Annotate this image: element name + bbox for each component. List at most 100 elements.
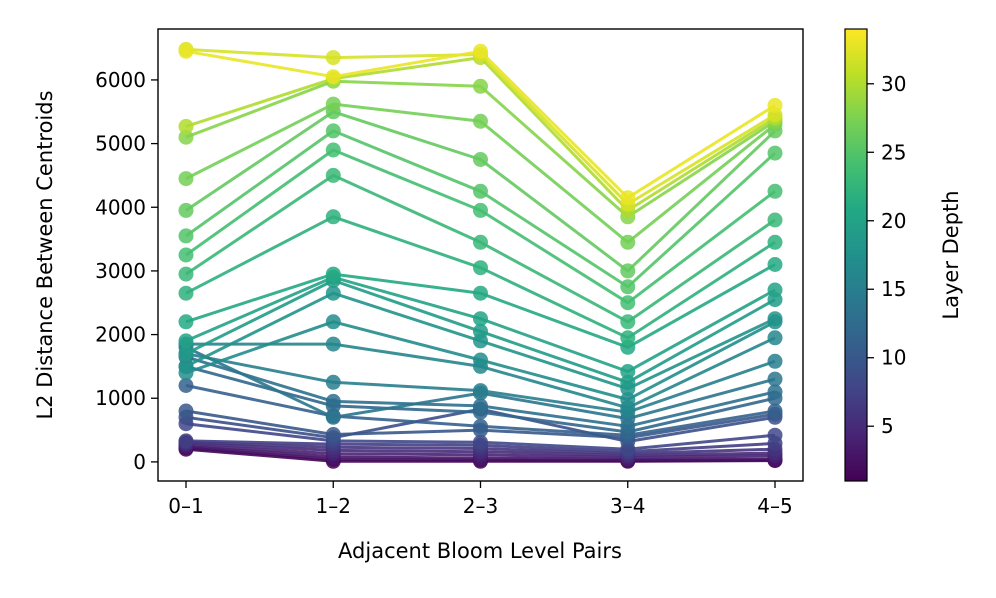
data-point: [178, 333, 194, 349]
data-point: [767, 403, 783, 419]
data-point: [473, 323, 488, 339]
data-point: [767, 212, 783, 228]
data-point: [473, 398, 488, 414]
data-point: [325, 427, 341, 442]
y-axis-label: L2 Distance Between Centroids: [33, 90, 57, 419]
data-point: [620, 374, 636, 390]
y-tick-label: 4000: [95, 195, 146, 219]
series-depth-24: [178, 142, 783, 311]
series-depth-23: [178, 167, 783, 330]
data-point: [767, 330, 783, 346]
series-depth-28: [178, 73, 783, 225]
data-point: [473, 202, 488, 218]
data-point: [767, 353, 783, 369]
series-depth-21: [178, 257, 783, 355]
data-point: [325, 409, 341, 425]
data-point: [620, 364, 636, 379]
series-depth-33: [178, 43, 783, 206]
data-point: [473, 43, 488, 59]
y-axis-ticks: 0 1000 2000 3000 4000 5000 6000: [95, 68, 158, 474]
data-point: [325, 167, 341, 183]
data-point: [325, 123, 341, 139]
colorbar-tick-label: 10: [881, 346, 906, 370]
y-tick-label: 3000: [95, 259, 146, 283]
x-tick-label: 0–1: [168, 494, 203, 518]
data-point: [178, 266, 194, 282]
data-point: [325, 69, 341, 85]
colorbar: [844, 28, 868, 482]
data-point: [325, 393, 341, 409]
series-depth-17: [178, 314, 783, 407]
x-axis-label: Adjacent Bloom Level Pairs: [338, 539, 622, 563]
colorbar-label: Layer Depth: [939, 190, 963, 319]
x-axis-ticks: 0–1 1–2 2–3 3–4 4–5: [168, 481, 793, 518]
data-point: [473, 152, 488, 167]
data-point: [620, 279, 636, 295]
data-point: [473, 183, 488, 199]
data-point: [620, 234, 636, 250]
x-tick-label: 4–5: [757, 494, 792, 518]
colorbar-tick-label: 25: [881, 140, 906, 164]
data-point: [473, 418, 488, 434]
data-point: [473, 260, 488, 276]
data-point: [767, 371, 783, 387]
colorbar-tick-label: 5: [881, 414, 894, 438]
series-layer: [178, 41, 783, 469]
series-depth-25: [178, 123, 783, 295]
data-point: [767, 311, 783, 327]
data-point: [178, 129, 194, 145]
x-tick-label: 3–4: [610, 494, 645, 518]
data-point: [178, 314, 194, 330]
data-point: [178, 171, 194, 187]
y-tick-label: 5000: [95, 132, 146, 156]
data-point: [473, 234, 488, 250]
data-point: [473, 285, 488, 301]
data-point: [178, 202, 194, 218]
data-point: [178, 358, 194, 374]
data-point: [473, 78, 488, 94]
data-point: [178, 43, 194, 59]
x-tick-label: 2–3: [463, 494, 498, 518]
data-point: [473, 383, 488, 399]
colorbar-ticks: 5 10 15 20 25 30: [867, 72, 906, 438]
data-point: [178, 346, 194, 362]
data-point: [620, 295, 636, 311]
data-point: [325, 266, 341, 282]
colorbar-tick-label: 20: [881, 209, 906, 233]
data-point: [620, 392, 636, 407]
data-point: [178, 228, 194, 244]
y-tick-label: 1000: [95, 386, 146, 410]
data-point: [325, 96, 341, 112]
data-point: [325, 336, 341, 352]
data-point: [325, 374, 341, 390]
data-point: [767, 145, 783, 161]
y-tick-label: 2000: [95, 323, 146, 347]
data-point: [178, 433, 194, 449]
data-point: [325, 209, 341, 225]
data-point: [767, 282, 783, 298]
series-depth-18: [178, 285, 783, 397]
data-point: [178, 285, 194, 301]
series-depth-22: [178, 209, 783, 346]
data-point: [767, 384, 783, 400]
data-point: [473, 311, 488, 327]
data-point: [473, 352, 488, 368]
data-point: [325, 285, 341, 301]
data-point: [620, 314, 636, 330]
data-point: [325, 50, 341, 66]
data-point: [620, 263, 636, 279]
y-tick-label: 0: [133, 450, 146, 474]
data-point: [325, 314, 341, 330]
data-point: [178, 403, 194, 419]
data-point: [473, 113, 488, 129]
x-tick-label: 1–2: [316, 494, 351, 518]
data-point: [178, 378, 194, 393]
data-point: [767, 234, 783, 250]
data-point: [620, 330, 636, 346]
data-point: [767, 257, 783, 272]
series-depth-26: [178, 104, 783, 279]
data-point: [767, 97, 783, 113]
colorbar-tick-label: 30: [881, 72, 906, 96]
series-depth-20: [178, 269, 783, 379]
